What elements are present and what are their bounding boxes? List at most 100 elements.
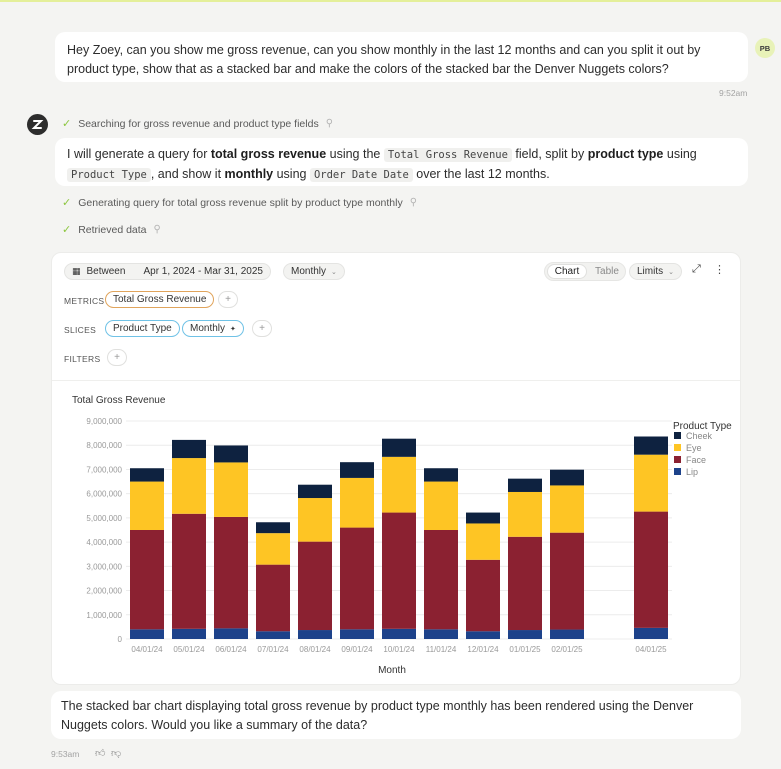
y-axis-ticks: 0 1,000,000 2,000,000 3,000,000 4,000,000 5,0… — [86, 417, 122, 644]
x-tick-label: 06/01/24 — [215, 645, 247, 654]
bar-segment-face[interactable] — [634, 511, 668, 628]
bar-segment-face[interactable] — [256, 564, 290, 632]
y-tick-label: 5,000,000 — [86, 514, 122, 523]
legend-label-cheek[interactable]: Cheek — [686, 431, 713, 441]
x-tick-label: 04/01/25 — [635, 645, 667, 654]
assistant-logo-icon — [27, 114, 48, 135]
bar-segment-face[interactable] — [130, 530, 164, 630]
chart-bars — [130, 436, 668, 639]
view-toggle: Chart Table — [544, 262, 626, 281]
bar-segment-cheek[interactable] — [550, 469, 584, 486]
x-axis-label: Month — [378, 665, 406, 676]
bar-segment-lip[interactable] — [130, 629, 164, 639]
more-options-icon[interactable]: ⋮ — [714, 264, 725, 276]
y-tick-label: 0 — [118, 635, 123, 644]
bar-segment-cheek[interactable] — [130, 468, 164, 482]
legend-swatch-lip — [674, 468, 681, 475]
bar-segment-cheek[interactable] — [214, 445, 248, 463]
limits-dropdown[interactable]: Limits ⌄ — [629, 263, 682, 280]
bar-segment-face[interactable] — [172, 513, 206, 629]
bar-segment-cheek[interactable] — [256, 522, 290, 534]
bar-segment-face[interactable] — [508, 536, 542, 631]
user-message-text: Hey Zoey, can you show me gross revenue,… — [67, 43, 701, 76]
x-tick-label: 08/01/24 — [299, 645, 331, 654]
add-metric-button[interactable]: + — [218, 291, 238, 308]
bar-segment-cheek[interactable] — [172, 439, 206, 459]
bar-segment-eye[interactable] — [214, 462, 248, 517]
search-icon[interactable]: ⚲ — [153, 224, 161, 235]
calendar-icon: ▦ — [72, 266, 81, 276]
bar-segment-eye[interactable] — [508, 491, 542, 537]
bar-segment-lip[interactable] — [634, 627, 668, 639]
bar-segment-face[interactable] — [550, 532, 584, 630]
bar-segment-lip[interactable] — [256, 631, 290, 639]
bar-segment-lip[interactable] — [550, 629, 584, 639]
bar-segment-face[interactable] — [298, 541, 332, 631]
bar-segment-lip[interactable] — [424, 629, 458, 639]
field-code: Total Gross Revenue — [383, 148, 512, 162]
metric-chip[interactable]: Total Gross Revenue — [105, 291, 215, 308]
bar-segment-face[interactable] — [424, 530, 458, 630]
bar-segment-eye[interactable] — [466, 523, 500, 560]
user-message-bubble: Hey Zoey, can you show me gross revenue,… — [55, 32, 748, 82]
slice-chip-monthly[interactable]: Monthly ✦ — [182, 320, 244, 337]
tab-table[interactable]: Table — [595, 266, 619, 277]
bar-segment-lip[interactable] — [172, 628, 206, 639]
legend-swatch-cheek — [674, 432, 681, 439]
bar-segment-eye[interactable] — [256, 533, 290, 565]
bar-segment-cheek[interactable] — [340, 462, 374, 478]
bar-segment-eye[interactable] — [172, 458, 206, 514]
bar-segment-cheek[interactable] — [508, 478, 542, 492]
search-icon[interactable]: ⚲ — [325, 118, 334, 129]
bar-segment-lip[interactable] — [298, 630, 332, 639]
bar-segment-face[interactable] — [214, 516, 248, 629]
thumbs-up-icon[interactable]: 👍︎ — [95, 748, 106, 759]
bar-segment-cheek[interactable] — [424, 468, 458, 482]
user-avatar: PB — [755, 38, 775, 58]
bar-segment-lip[interactable] — [382, 628, 416, 639]
limits-label: Limits — [637, 266, 664, 277]
bar-segment-cheek[interactable] — [382, 438, 416, 457]
y-tick-label: 7,000,000 — [86, 465, 122, 474]
bar-segment-eye[interactable] — [550, 485, 584, 533]
x-tick-label: 12/01/24 — [467, 645, 499, 654]
bar-segment-eye[interactable] — [424, 481, 458, 530]
granularity-value: Monthly — [291, 266, 327, 277]
legend-label-lip[interactable]: Lip — [686, 467, 698, 477]
step-label: Generating query for total gross revenue… — [78, 196, 403, 209]
reply-bold: product type — [587, 147, 664, 161]
y-tick-label: 2,000,000 — [86, 587, 122, 596]
date-range-value: Apr 1, 2024 - Mar 31, 2025 — [143, 266, 263, 277]
bar-segment-eye[interactable] — [634, 454, 668, 512]
bar-segment-lip[interactable] — [508, 630, 542, 639]
add-filter-button[interactable]: + — [107, 349, 127, 366]
bar-segment-eye[interactable] — [340, 477, 374, 528]
bar-segment-cheek[interactable] — [634, 436, 668, 455]
settings-icon: ✦ — [230, 325, 236, 333]
bar-segment-eye[interactable] — [382, 456, 416, 513]
bar-segment-cheek[interactable] — [298, 484, 332, 499]
thumbs-down-icon[interactable]: 👎︎ — [111, 748, 122, 759]
add-slice-button[interactable]: + — [252, 320, 272, 337]
card-divider — [52, 380, 740, 381]
bar-segment-eye[interactable] — [298, 498, 332, 542]
slice-chip-label: Monthly — [190, 323, 226, 334]
x-tick-label: 04/01/24 — [131, 645, 163, 654]
legend-label-face[interactable]: Face — [686, 455, 706, 465]
reply-text: using — [273, 167, 310, 181]
bar-segment-lip[interactable] — [466, 631, 500, 639]
search-icon[interactable]: ⚲ — [409, 197, 418, 208]
bar-segment-lip[interactable] — [340, 629, 374, 639]
bar-segment-lip[interactable] — [214, 628, 248, 639]
date-range-picker[interactable]: ▦ Between Apr 1, 2024 - Mar 31, 2025 — [64, 263, 271, 280]
legend-label-eye[interactable]: Eye — [686, 443, 702, 453]
slice-chip-product-type[interactable]: Product Type — [105, 320, 180, 337]
bar-segment-eye[interactable] — [130, 481, 164, 530]
bar-segment-face[interactable] — [382, 512, 416, 629]
bar-segment-cheek[interactable] — [466, 512, 500, 524]
granularity-dropdown[interactable]: Monthly ⌄ — [283, 263, 345, 280]
bar-segment-face[interactable] — [340, 527, 374, 630]
expand-icon[interactable]: ⤢ — [692, 263, 701, 275]
tab-chart[interactable]: Chart — [547, 264, 587, 279]
bar-segment-face[interactable] — [466, 559, 500, 632]
